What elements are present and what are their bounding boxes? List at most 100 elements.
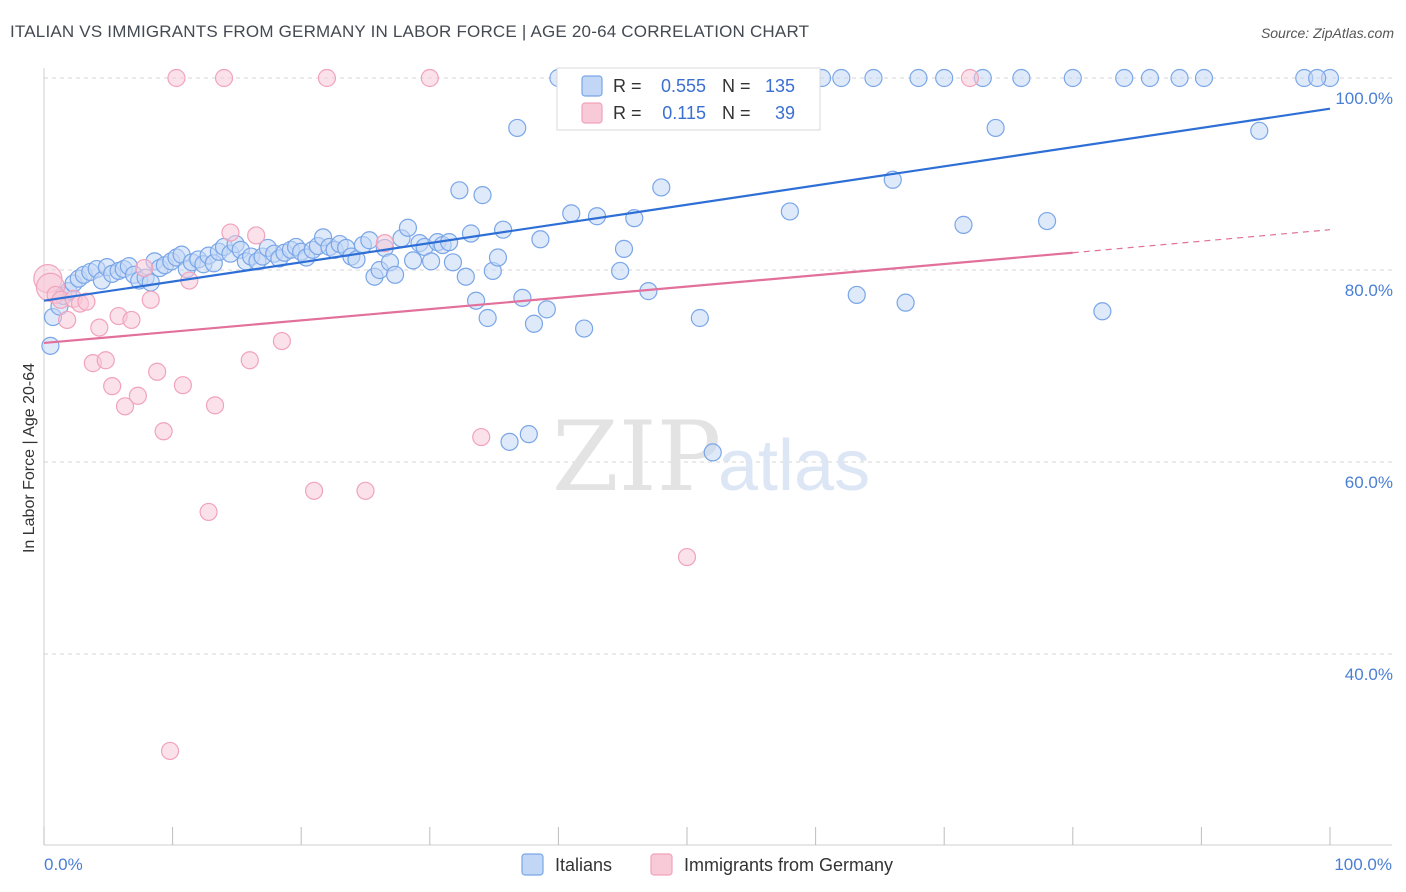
point-immigrants-germany <box>154 422 173 441</box>
point-italians <box>450 181 469 200</box>
chart-title: ITALIAN VS IMMIGRANTS FROM GERMANY IN LA… <box>10 22 810 41</box>
y-tick-label: 60.0% <box>1345 473 1393 492</box>
point-italians <box>652 178 671 197</box>
point-italians <box>1194 68 1214 88</box>
point-immigrants-germany <box>304 481 324 500</box>
chart-source: Source: ZipAtlas.com <box>1260 25 1394 41</box>
point-immigrants-germany <box>356 481 375 500</box>
data-points <box>33 68 1340 761</box>
point-italians <box>690 308 709 328</box>
point-italians <box>461 224 481 243</box>
stats-legend: R = 0.555 N = 135 R = 0.115 N = 39 <box>556 67 821 131</box>
point-italians <box>1115 68 1134 88</box>
point-immigrants-germany <box>103 377 122 396</box>
point-italians <box>537 300 556 319</box>
point-italians <box>832 68 851 88</box>
point-immigrants-germany <box>420 68 439 88</box>
point-italians <box>1250 121 1269 140</box>
point-immigrants-germany <box>148 362 167 381</box>
stats-r-value: 0.115 <box>662 103 706 123</box>
point-italians <box>456 267 475 286</box>
point-italians <box>954 215 973 234</box>
stats-legend-swatch <box>581 102 603 124</box>
point-italians <box>864 68 883 88</box>
axes <box>43 68 1392 846</box>
point-immigrants-germany <box>58 310 77 330</box>
x-tick-labels: 0.0% 100.0% <box>44 855 1392 874</box>
point-italians <box>703 443 722 462</box>
point-italians <box>780 202 799 221</box>
point-italians <box>403 251 423 270</box>
bottom-legend: Italians Immigrants from Germany <box>521 853 893 876</box>
x-tick-label: 100.0% <box>1334 855 1392 874</box>
point-italians <box>513 288 532 307</box>
point-italians <box>614 239 634 258</box>
point-italians <box>847 285 866 305</box>
point-immigrants-germany <box>115 397 135 416</box>
point-italians <box>1308 68 1327 88</box>
point-immigrants-germany <box>90 318 109 337</box>
point-italians <box>1012 68 1031 88</box>
trend-line-immigrants-germany <box>43 251 1073 345</box>
point-italians <box>488 248 508 267</box>
trend-line-italians <box>43 107 1331 302</box>
point-immigrants-germany <box>167 68 186 88</box>
point-italians <box>1093 302 1112 321</box>
x-tick-label: 0.0% <box>44 855 83 874</box>
point-immigrants-germany <box>240 351 259 370</box>
point-immigrants-germany <box>960 68 980 88</box>
point-immigrants-germany <box>135 258 154 278</box>
point-italians <box>986 118 1005 138</box>
legend-label: Italians <box>555 855 612 875</box>
point-immigrants-germany <box>160 741 180 761</box>
point-italians <box>896 293 915 312</box>
point-italians <box>443 253 463 272</box>
legend-swatch <box>521 853 544 876</box>
point-italians <box>909 68 928 88</box>
point-immigrants-germany <box>677 547 697 567</box>
stats-n-label: N = <box>722 103 751 123</box>
trend-lines <box>43 107 1331 345</box>
stats-r-value: 0.555 <box>661 76 706 96</box>
watermark-zip: ZIP <box>552 401 721 513</box>
point-immigrants-germany <box>317 68 337 88</box>
point-italians <box>519 425 538 444</box>
point-italians <box>508 118 527 138</box>
stats-n-value: 135 <box>765 76 795 96</box>
stats-r-label: R = <box>613 76 642 96</box>
y-tick-label: 80.0% <box>1345 281 1393 300</box>
point-italians <box>473 186 492 205</box>
stats-r-label: R = <box>613 103 642 123</box>
point-immigrants-germany <box>205 396 225 415</box>
point-immigrants-germany <box>247 226 266 245</box>
point-italians <box>1063 68 1082 88</box>
point-italians <box>421 252 441 271</box>
point-immigrants-germany <box>77 292 96 311</box>
watermark: ZIP atlas <box>552 401 870 513</box>
trend-line-extension <box>1072 229 1331 254</box>
point-italians <box>360 231 379 250</box>
legend-swatch <box>650 853 673 876</box>
point-italians <box>531 230 550 249</box>
stats-n-value: 39 <box>775 103 795 123</box>
y-tick-label: 100.0% <box>1335 89 1393 108</box>
stats-legend-swatch <box>581 75 603 97</box>
point-italians <box>398 218 418 237</box>
y-tick-label: 40.0% <box>1345 665 1393 684</box>
point-immigrants-germany <box>128 386 147 405</box>
point-immigrants-germany <box>272 331 292 351</box>
point-immigrants-germany <box>472 427 491 447</box>
point-italians <box>1037 211 1057 231</box>
y-axis-title: In Labor Force | Age 20-64 <box>21 363 38 553</box>
point-italians <box>41 336 60 355</box>
point-immigrants-germany <box>173 376 192 395</box>
point-italians <box>385 265 405 284</box>
point-italians <box>500 432 519 451</box>
point-italians <box>575 319 594 338</box>
legend-label: Immigrants from Germany <box>684 855 893 875</box>
point-italians <box>935 68 954 88</box>
point-immigrants-germany <box>141 290 160 309</box>
point-immigrants-germany <box>96 351 115 370</box>
point-immigrants-germany <box>122 310 141 330</box>
